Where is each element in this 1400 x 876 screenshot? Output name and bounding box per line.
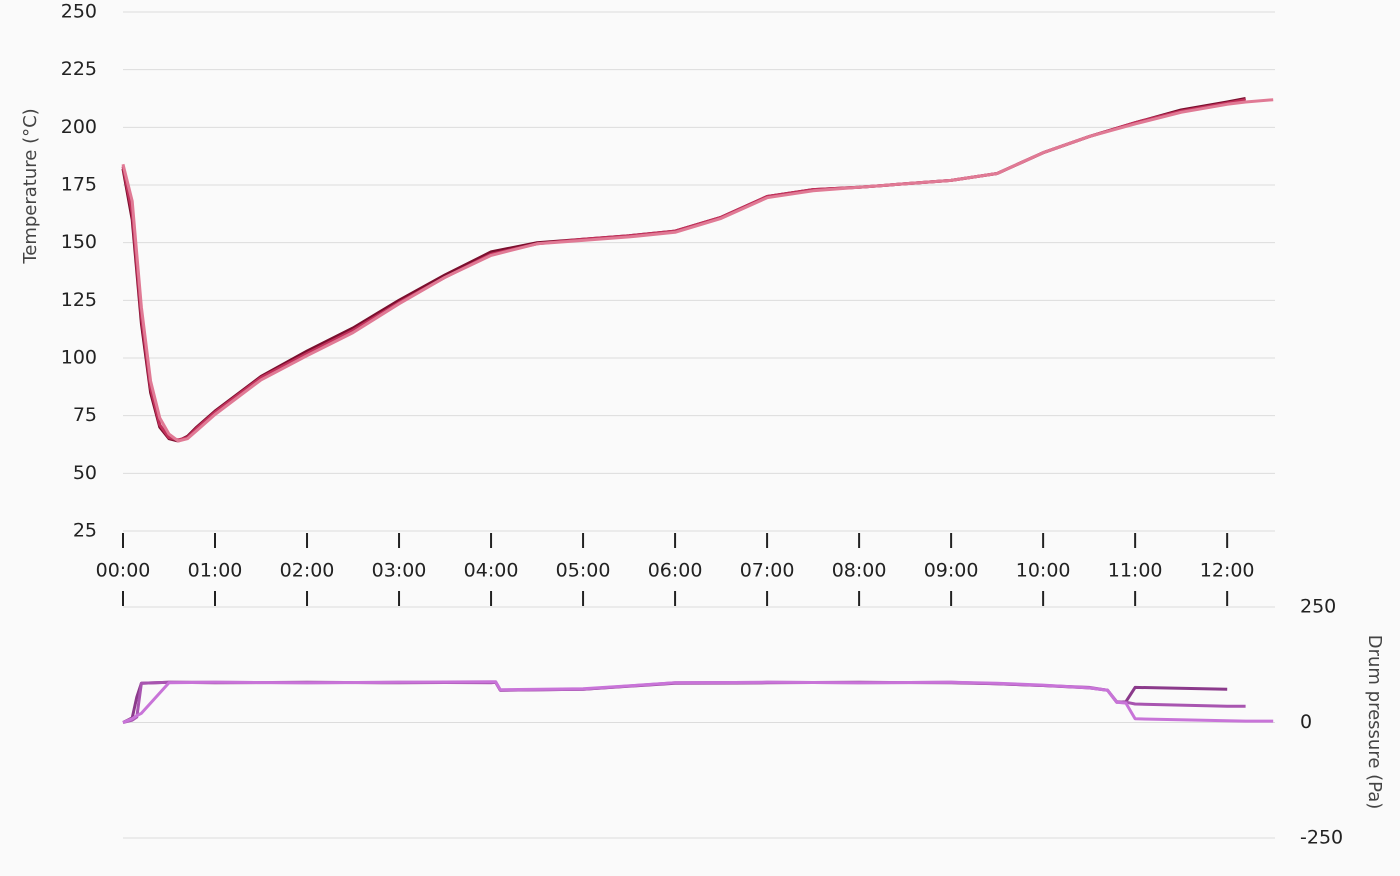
x-tick-label: 00:00 xyxy=(96,560,151,582)
y-tick-label: 75 xyxy=(73,404,97,426)
x-tick-label: 07:00 xyxy=(740,560,795,582)
data-line xyxy=(121,97,1246,443)
y-tick-label: 100 xyxy=(61,347,97,369)
x-tick-label: 05:00 xyxy=(556,560,611,582)
x-tick-label: 02:00 xyxy=(280,560,335,582)
data-line xyxy=(121,98,1274,443)
data-line xyxy=(122,680,1228,724)
y-tick-label: 50 xyxy=(73,462,97,484)
x-tick-label: 08:00 xyxy=(832,560,887,582)
x-tick-label: 06:00 xyxy=(648,560,703,582)
y-tick-label: 175 xyxy=(61,174,97,196)
y-tick-label: 25 xyxy=(73,520,97,542)
x-tick-label: 04:00 xyxy=(464,560,519,582)
y-tick-label: 200 xyxy=(61,116,97,138)
y-tick-label: 250 xyxy=(1300,596,1336,618)
x-tick-label: 01:00 xyxy=(188,560,243,582)
x-tick-label: 03:00 xyxy=(372,560,427,582)
y-tick-label: 225 xyxy=(61,58,97,80)
y-axis-title: Temperature (°C) xyxy=(20,108,41,264)
x-tick-label: 09:00 xyxy=(924,560,979,582)
x-tick-label: 12:00 xyxy=(1200,560,1255,582)
y-tick-label: 250 xyxy=(61,1,97,23)
y-axis-title: Drum pressure (Pa) xyxy=(1364,635,1385,810)
y-tick-label: 125 xyxy=(61,289,97,311)
data-line xyxy=(121,98,1246,442)
data-line xyxy=(122,680,1274,724)
x-tick-label: 10:00 xyxy=(1016,560,1071,582)
y-tick-label: -250 xyxy=(1300,827,1343,849)
x-tick-label: 11:00 xyxy=(1108,560,1163,582)
y-tick-label: 150 xyxy=(61,231,97,253)
y-tick-label: 0 xyxy=(1300,711,1312,733)
